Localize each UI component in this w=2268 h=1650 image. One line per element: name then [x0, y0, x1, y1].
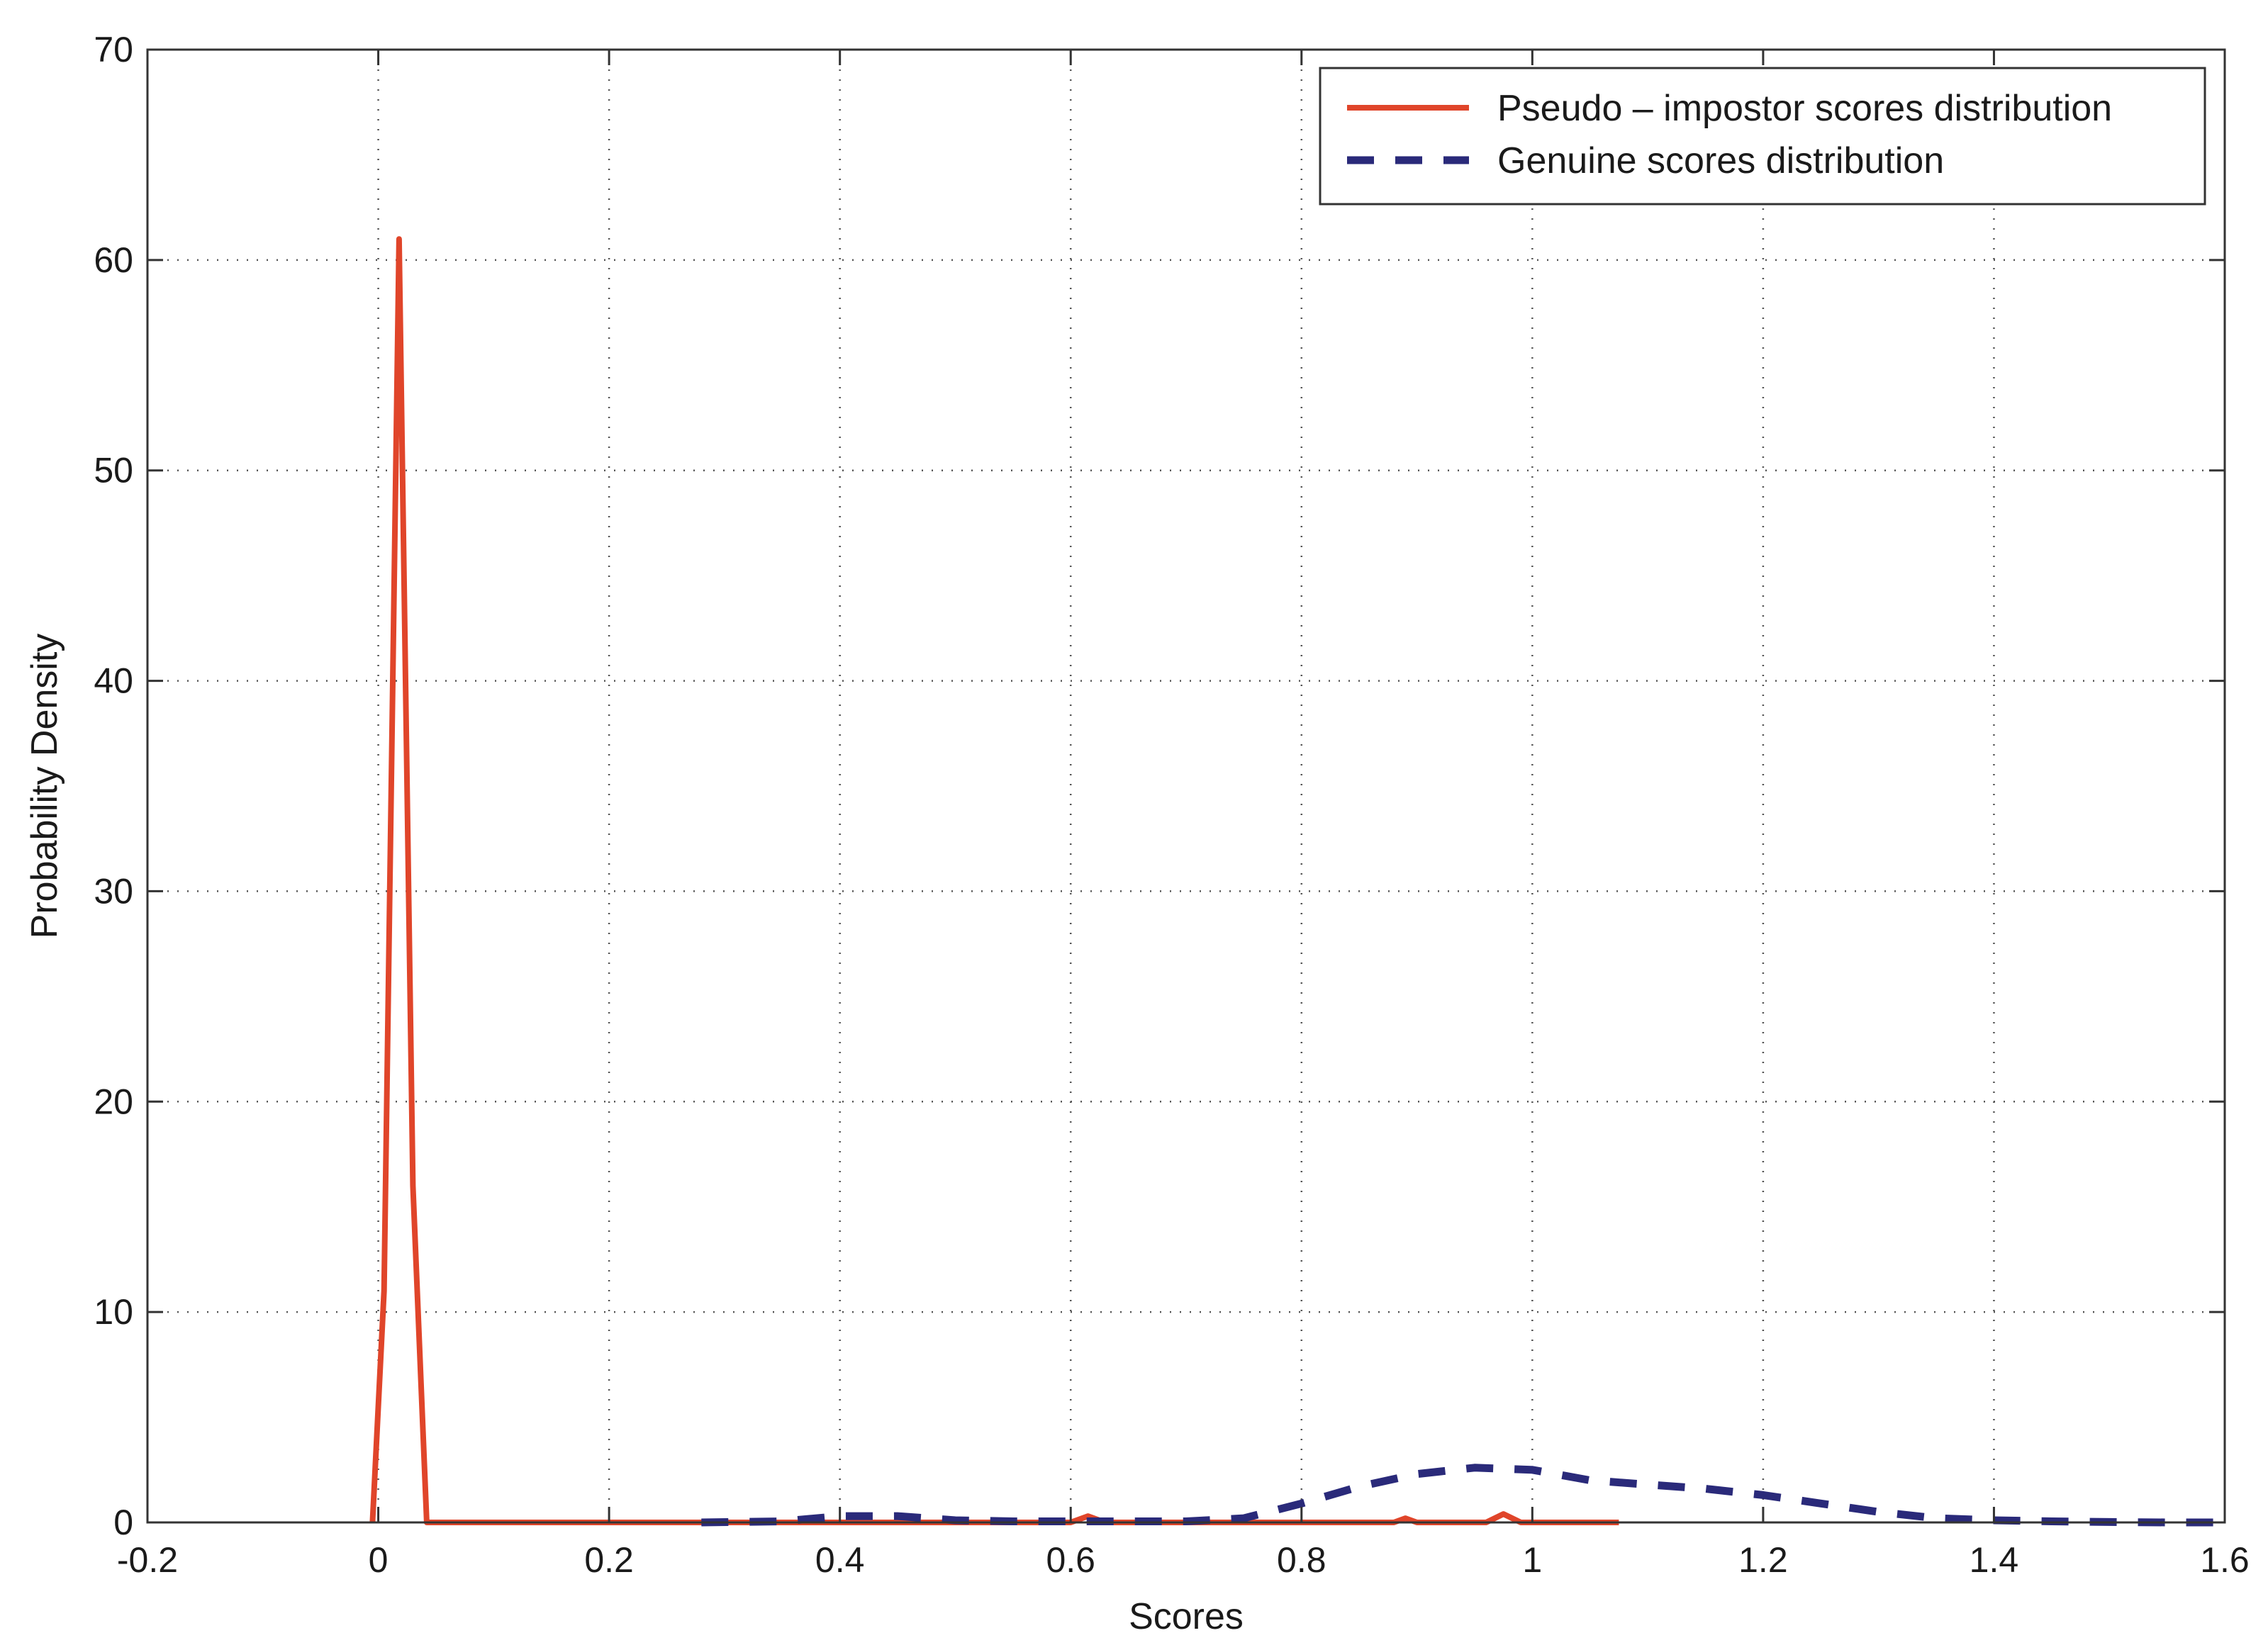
x-tick-label: 0.6 [1046, 1540, 1095, 1580]
ticks: -0.2 0 0.2 0.4 0.6 0.8 1 1.2 1.4 1.60102030405060… [94, 30, 2249, 1580]
x-tick-label: 0.4 [815, 1540, 865, 1580]
legend-label-impostor: Pseudo – impostor scores distribution [1497, 88, 2112, 129]
x-tick-label: -0.2 [117, 1540, 178, 1580]
legend: Pseudo – impostor scores distribution Ge… [1319, 67, 2206, 206]
x-tick-label: 1 [1522, 1540, 1542, 1580]
x-tick-label: 1.6 [2200, 1540, 2250, 1580]
x-tick-label: 1.2 [1738, 1540, 1788, 1580]
y-tick-label: 60 [94, 240, 133, 280]
genuine-distribution-line [701, 1464, 2225, 1527]
x-tick-label: 0 [369, 1540, 389, 1580]
x-tick-label: 0.2 [584, 1540, 634, 1580]
y-tick-label: 20 [94, 1082, 133, 1121]
plot-frame [146, 48, 2226, 1524]
x-tick-label: 0.8 [1277, 1540, 1326, 1580]
y-axis-title: Probability Density [24, 634, 65, 939]
y-tick-label: 30 [94, 871, 133, 911]
y-tick-label: 0 [113, 1503, 133, 1542]
y-tick-label: 40 [94, 661, 133, 701]
legend-box [1319, 67, 2206, 206]
y-tick-label: 50 [94, 451, 133, 490]
y-tick-label: 70 [94, 30, 133, 69]
y-tick-label: 10 [94, 1292, 133, 1332]
x-tick-label: 1.4 [1970, 1540, 2019, 1580]
impostor-distribution-line [369, 236, 1619, 1525]
series-layer [369, 236, 2225, 1527]
x-axis-title: Scores [1129, 1596, 1244, 1637]
legend-label-genuine: Genuine scores distribution [1497, 140, 1944, 181]
